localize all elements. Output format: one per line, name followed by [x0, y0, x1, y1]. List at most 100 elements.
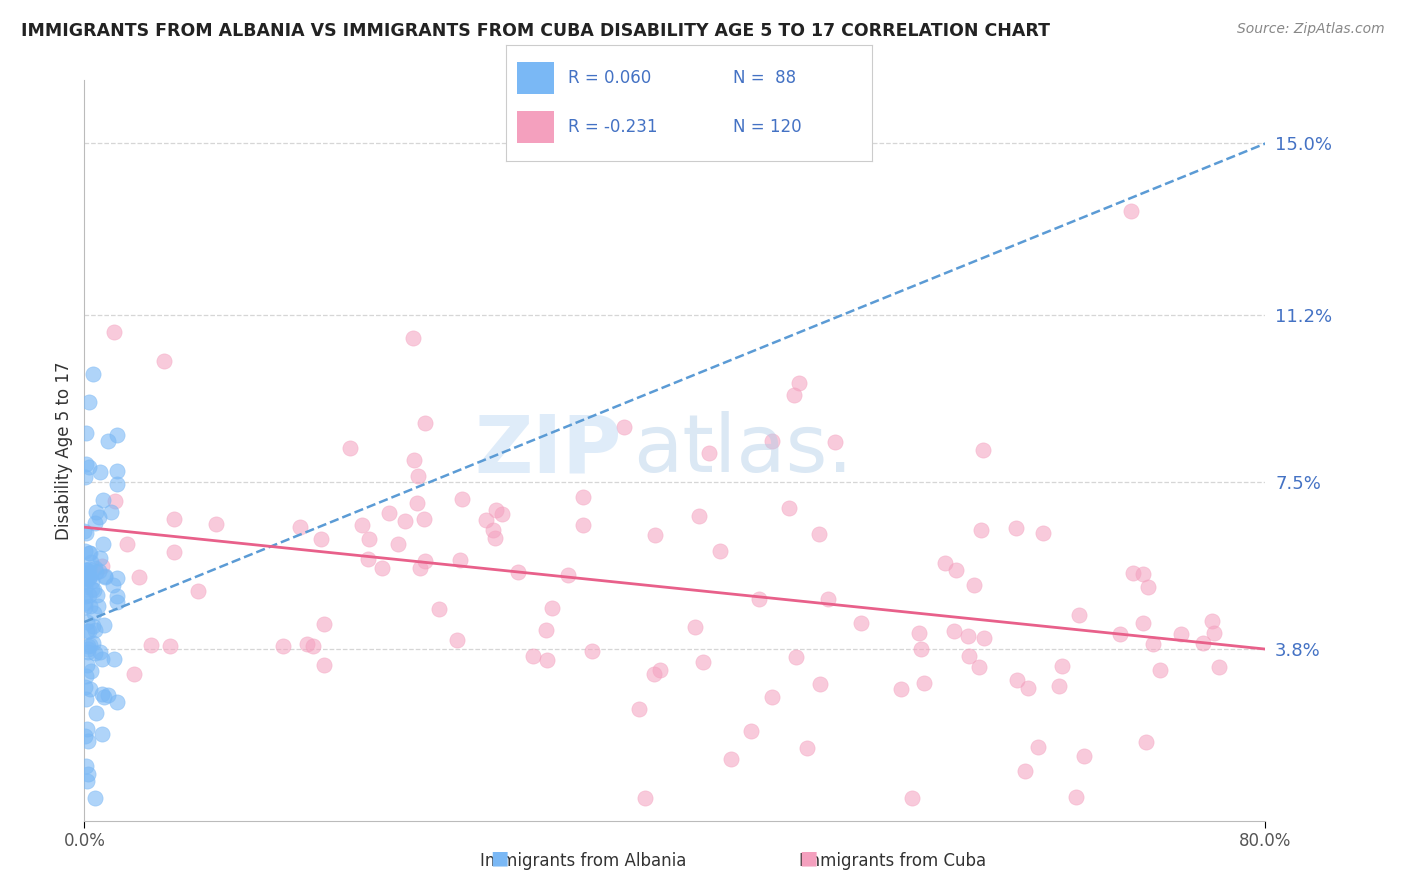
Point [1149, 663, 1171, 677]
Point [105, 571, 128, 585]
Point [93, 537, 115, 551]
Point [1073, 749, 1095, 764]
Point [643, 667, 665, 681]
Point [415, 554, 437, 568]
Point [77, 624, 100, 639]
Point [536, 652, 558, 666]
Point [91, 558, 114, 573]
Point [973, 631, 995, 645]
Point [1142, 637, 1164, 651]
Point [105, 477, 128, 491]
Point [967, 660, 990, 674]
Point [76, 774, 98, 789]
Point [1064, 790, 1087, 805]
Point [634, 790, 657, 805]
Point [128, 570, 150, 584]
Point [1108, 627, 1130, 641]
FancyBboxPatch shape [517, 62, 554, 94]
Point [692, 655, 714, 669]
Point [82, 636, 104, 650]
Point [1026, 740, 1049, 755]
Point [76, 572, 98, 586]
Point [1132, 567, 1154, 582]
Point [1047, 679, 1070, 693]
Point [522, 649, 544, 664]
Text: ■: ■ [799, 849, 818, 868]
Point [73, 590, 96, 604]
Point [627, 702, 650, 716]
Point [969, 523, 991, 537]
Point [75, 691, 97, 706]
Text: N =  88: N = 88 [733, 69, 796, 87]
Text: N = 120: N = 120 [733, 119, 801, 136]
Point [73, 574, 96, 588]
Point [910, 642, 932, 657]
Point [808, 527, 831, 541]
Point [83, 606, 105, 620]
Point [79, 599, 101, 613]
Point [1005, 521, 1028, 535]
Point [75, 759, 97, 773]
Point [271, 639, 294, 653]
Point [76, 658, 98, 673]
Point [93, 617, 115, 632]
Point [105, 589, 128, 603]
Point [648, 663, 671, 677]
Point [77, 588, 100, 602]
Point [80, 555, 103, 569]
Point [787, 376, 810, 391]
Point [409, 561, 432, 575]
Point [87, 509, 110, 524]
Point [124, 666, 146, 681]
Point [356, 551, 378, 566]
Point [1005, 673, 1028, 687]
Point [204, 516, 226, 531]
Point [105, 695, 128, 709]
Point [90, 726, 112, 740]
Point [77, 639, 100, 653]
Point [84, 623, 107, 637]
Text: Immigrants from Albania: Immigrants from Albania [481, 852, 686, 870]
Point [77, 460, 100, 475]
Text: Source: ZipAtlas.com: Source: ZipAtlas.com [1237, 22, 1385, 37]
Text: atlas.: atlas. [634, 411, 853, 490]
Point [1137, 580, 1160, 594]
Point [817, 591, 839, 606]
Point [91, 687, 114, 701]
Point [288, 520, 311, 534]
Point [1132, 616, 1154, 631]
Point [76, 722, 98, 736]
Point [963, 578, 986, 592]
Point [79, 681, 101, 696]
Text: R = -0.231: R = -0.231 [568, 119, 658, 136]
Point [97, 434, 120, 449]
Point [105, 465, 128, 479]
Point [75, 570, 97, 584]
Point [942, 624, 965, 638]
Point [76, 563, 98, 577]
Point [748, 592, 770, 607]
Point [1067, 607, 1090, 622]
Point [783, 388, 806, 402]
Point [446, 633, 468, 648]
Text: R = 0.060: R = 0.060 [568, 69, 651, 87]
Point [163, 511, 186, 525]
Point [449, 553, 471, 567]
Point [75, 680, 97, 694]
Point [82, 367, 104, 381]
Point [103, 325, 125, 339]
Point [1201, 614, 1223, 628]
Point [115, 537, 138, 551]
Point [153, 353, 176, 368]
Point [534, 624, 557, 638]
Point [387, 537, 409, 551]
Point [796, 741, 818, 756]
Point [1202, 625, 1225, 640]
Point [972, 442, 994, 457]
Point [76, 624, 98, 639]
Point [572, 491, 595, 505]
Point [934, 556, 956, 570]
Point [408, 468, 430, 483]
Point [370, 560, 392, 574]
Point [350, 518, 373, 533]
